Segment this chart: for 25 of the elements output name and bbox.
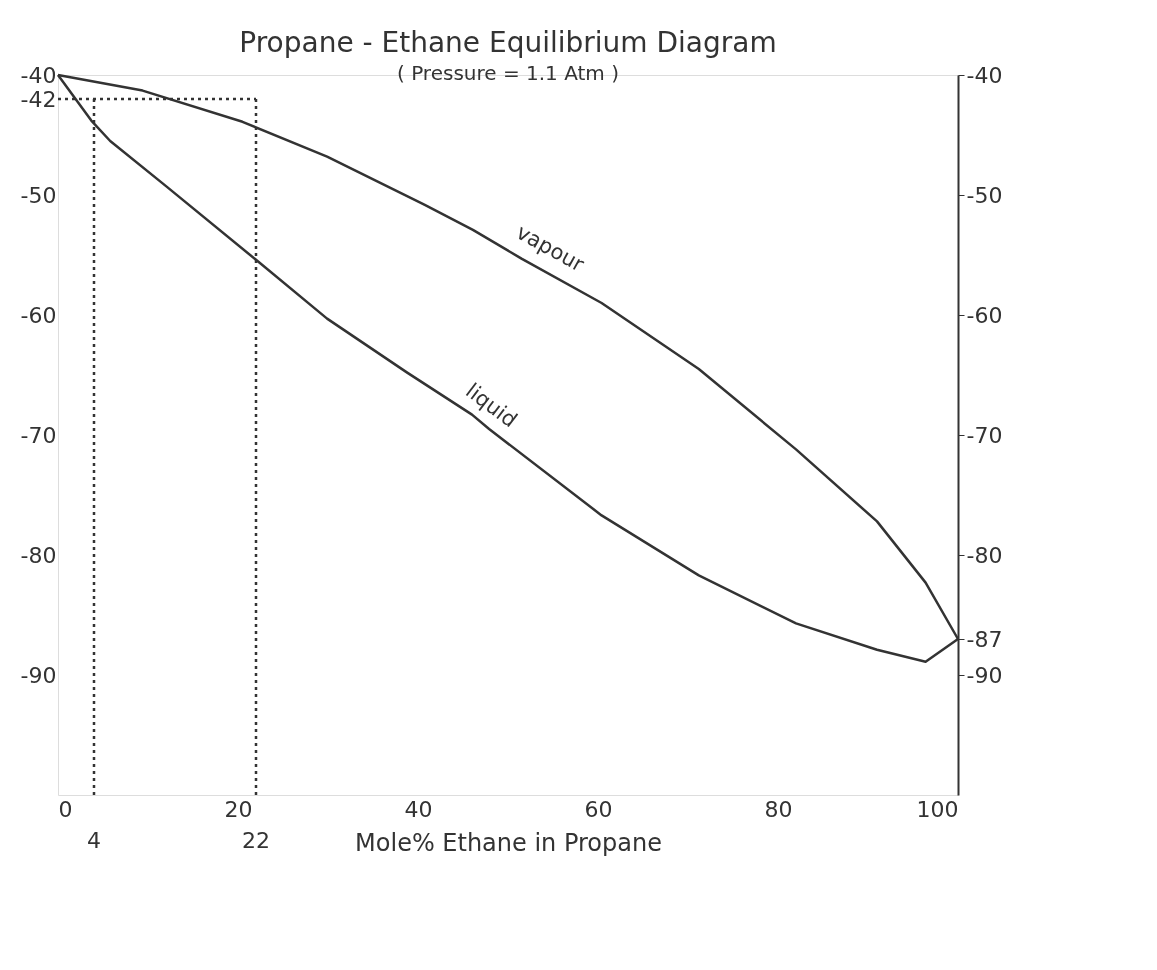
y-tick-label: -60 [20,302,57,328]
ref-line-label: 4 [87,828,101,853]
y-tick-label: -40 [20,62,57,88]
x-tick-label: 20 [224,796,253,822]
x-tick-label: 60 [584,796,613,822]
ref-line-label: 22 [242,828,270,853]
x-tick-label: 0 [58,796,73,822]
y-tick-label: -70 [20,422,57,448]
y2-tick-label: -80 [966,542,1003,568]
y2-tick-label: -90 [966,662,1003,688]
y-tick-label: -50 [20,182,57,208]
y2-tick-label: -50 [966,182,1003,208]
x-axis-title: Mole% Ethane in Propane [355,828,662,857]
y2-tick-label: -60 [966,302,1003,328]
y-tick-label: -90 [20,662,57,688]
y2-tick-label: -87 [966,626,1003,652]
x-tick-label: 100 [916,796,959,822]
y2-tick-label: -40 [966,62,1003,88]
chart-title: Propane - Ethane Equilibrium Diagram [239,26,777,59]
chart-subtitle: ( Pressure = 1.1 Atm ) [396,61,620,85]
y-tick-label: -80 [20,542,57,568]
y2-tick-label: -70 [966,422,1003,448]
y-tick-label: -42 [20,86,57,112]
x-tick-label: 80 [764,796,793,822]
x-tick-label: 40 [404,796,433,822]
